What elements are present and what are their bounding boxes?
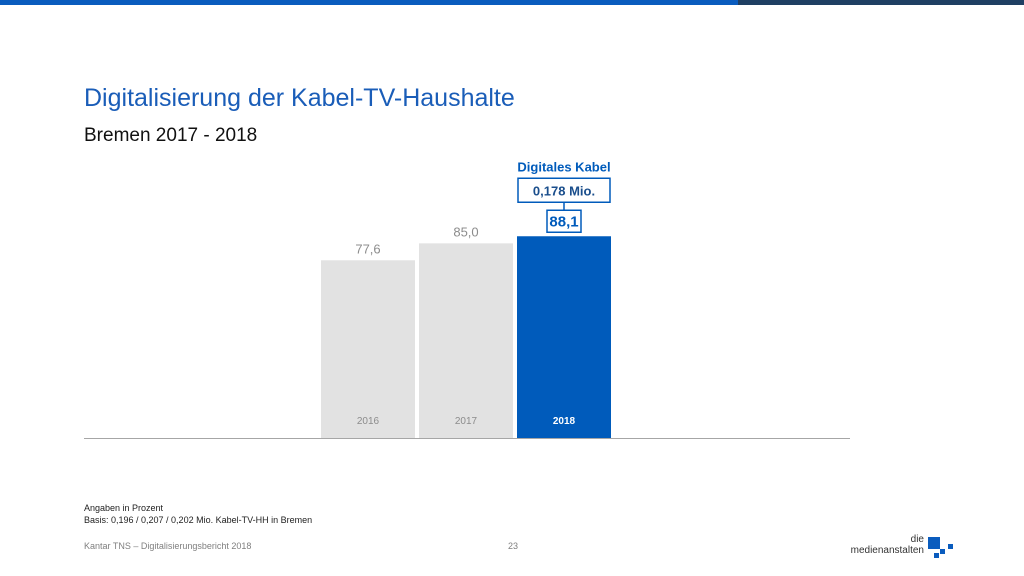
bar-2018 [517, 236, 611, 438]
top-accent-bar [0, 0, 1024, 5]
logo-line-1: die [910, 534, 924, 545]
bar-2016 [321, 260, 415, 438]
bar-2017 [419, 243, 513, 438]
logo-text: die medienanstalten [851, 534, 924, 556]
category-label-2017: 2017 [455, 416, 478, 427]
category-label-2016: 2016 [357, 416, 380, 427]
top-accent-bar-dark [738, 0, 1024, 5]
callout-value: 0,178 Mio. [533, 183, 595, 198]
value-label-2017: 85,0 [453, 224, 478, 239]
footer-source: Kantar TNS – Digitalisierungsbericht 201… [84, 541, 252, 551]
value-label-2018: 88,1 [549, 213, 578, 230]
callout-title: Digitales Kabel [517, 159, 610, 174]
chart-notes: Angaben in Prozent Basis: 0,196 / 0,207 … [84, 502, 312, 526]
page-number: 23 [508, 541, 519, 551]
notes-unit: Angaben in Prozent [84, 503, 164, 513]
medienanstalten-logo-icon [928, 537, 953, 558]
logo-line-2: medienanstalten [850, 545, 924, 556]
value-label-2016: 77,6 [355, 241, 380, 256]
page-subtitle: Bremen 2017 - 2018 [84, 125, 258, 146]
category-label-2018: 2018 [553, 416, 576, 427]
page-title: Digitalisierung der Kabel-TV-Haushalte [84, 84, 515, 112]
notes-basis: Basis: 0,196 / 0,207 / 0,202 Mio. Kabel-… [84, 515, 313, 525]
callout-box [517, 177, 611, 204]
